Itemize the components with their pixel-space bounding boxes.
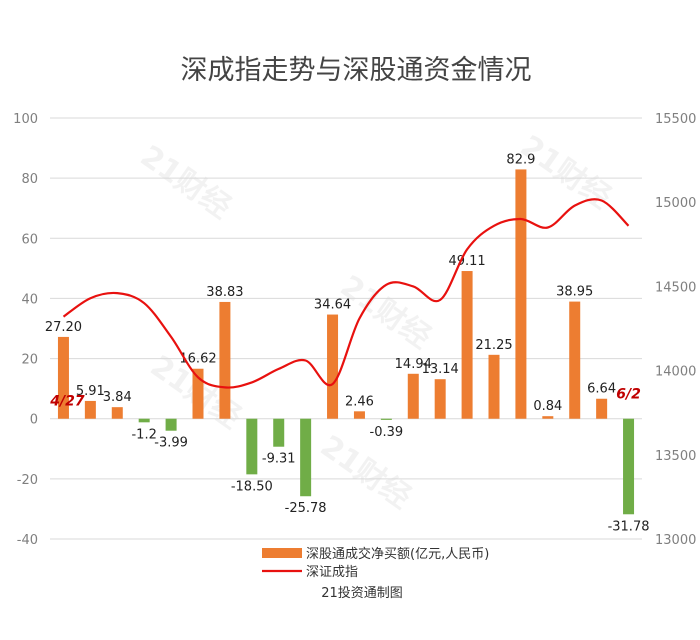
bar-data-label: -3.99 (154, 436, 188, 451)
left-tick-label: 20 (21, 353, 38, 368)
left-tick-label: -40 (17, 533, 38, 548)
bar-data-label: -9.31 (262, 452, 296, 467)
right-tick-label: 13500 (655, 449, 696, 464)
bar-data-label: -18.50 (231, 479, 273, 494)
watermark-layer: 21财经21财经21财经21财经21财经 (134, 129, 617, 516)
right-axis: 15500 15000 14500 14000 13500 13000 (655, 112, 696, 548)
bar (353, 411, 365, 419)
line-series-path (62, 198, 630, 389)
bar-data-label: -0.39 (370, 425, 404, 440)
bar-data-label: 6.64 (587, 382, 616, 397)
legend-bar-label: 深股通成交净买额(亿元,人民币) (306, 546, 489, 562)
watermark: 21财经 (314, 429, 417, 516)
right-tick-label: 15500 (655, 112, 696, 127)
bar (111, 407, 123, 419)
bar-data-label: 34.64 (314, 298, 351, 313)
right-tick-label: 14000 (655, 365, 696, 380)
legend-line-label: 深证成指 (306, 565, 358, 580)
bar-data-label: -31.78 (608, 519, 650, 534)
bar (57, 336, 69, 419)
bar-data-label: -1.2 (131, 427, 156, 442)
right-tick-label: 15000 (655, 196, 696, 211)
bar (246, 418, 258, 475)
bar (138, 418, 150, 423)
bar-data-label: 82.9 (506, 152, 535, 167)
right-tick-label: 13000 (655, 533, 696, 548)
legend-bar-swatch (262, 548, 302, 558)
bar (434, 379, 446, 419)
bar (623, 418, 635, 515)
left-tick-label: 0 (30, 413, 38, 428)
bar (407, 373, 419, 419)
watermark: 21财经 (514, 129, 617, 216)
bar (488, 354, 500, 419)
bar-data-label: -25.78 (285, 501, 327, 516)
bar (380, 418, 392, 420)
watermark: 21财经 (134, 139, 237, 226)
bar-data-label: 0.84 (533, 399, 562, 414)
bar (192, 368, 204, 419)
bar (84, 400, 96, 419)
chart-credit: 21投资通制图 (321, 585, 403, 601)
bar-data-label: 14.94 (395, 357, 432, 372)
left-axis: 100 80 60 40 20 0 -20 -40 (13, 112, 38, 548)
left-tick-label: 80 (21, 172, 38, 187)
bar-data-label: 38.83 (206, 285, 243, 300)
bar-data-label: 38.95 (556, 285, 593, 300)
bar (569, 301, 581, 419)
bar-data-label: 16.62 (179, 352, 216, 367)
left-tick-label: 40 (21, 292, 38, 307)
left-tick-label: 60 (21, 232, 38, 247)
end-date-annotation: 6/2 (616, 387, 641, 403)
bar-data-label: 5.91 (76, 384, 105, 399)
bar-data-labels: 27.20 5.913.84 -1.2-3.99 16.62 38.83 -18.50 -9… (45, 152, 650, 534)
right-tick-label: 14500 (655, 280, 696, 295)
bar-data-label: 21.25 (475, 338, 512, 353)
bar (165, 418, 177, 431)
bar (273, 418, 285, 447)
bar (542, 416, 554, 419)
bar (461, 271, 473, 419)
bar-series (57, 169, 635, 515)
bar-data-label: 2.46 (345, 394, 374, 409)
legend: 深股通成交净买额(亿元,人民币) 深证成指 (262, 546, 489, 580)
chart-title: 深成指走势与深股通资金情况 (181, 55, 532, 86)
left-tick-label: 100 (13, 112, 38, 127)
bar (300, 418, 312, 497)
bar (515, 169, 527, 419)
start-date-annotation: 4/27 (49, 394, 85, 410)
bar (219, 301, 231, 419)
bar-data-label: 49.11 (448, 254, 485, 269)
bar-data-label: 13.14 (422, 362, 459, 377)
bar-data-label: 27.20 (45, 320, 82, 335)
bar (327, 314, 339, 419)
bar (596, 398, 608, 419)
left-tick-label: -20 (17, 473, 38, 488)
bar-data-label: 3.84 (103, 390, 132, 405)
